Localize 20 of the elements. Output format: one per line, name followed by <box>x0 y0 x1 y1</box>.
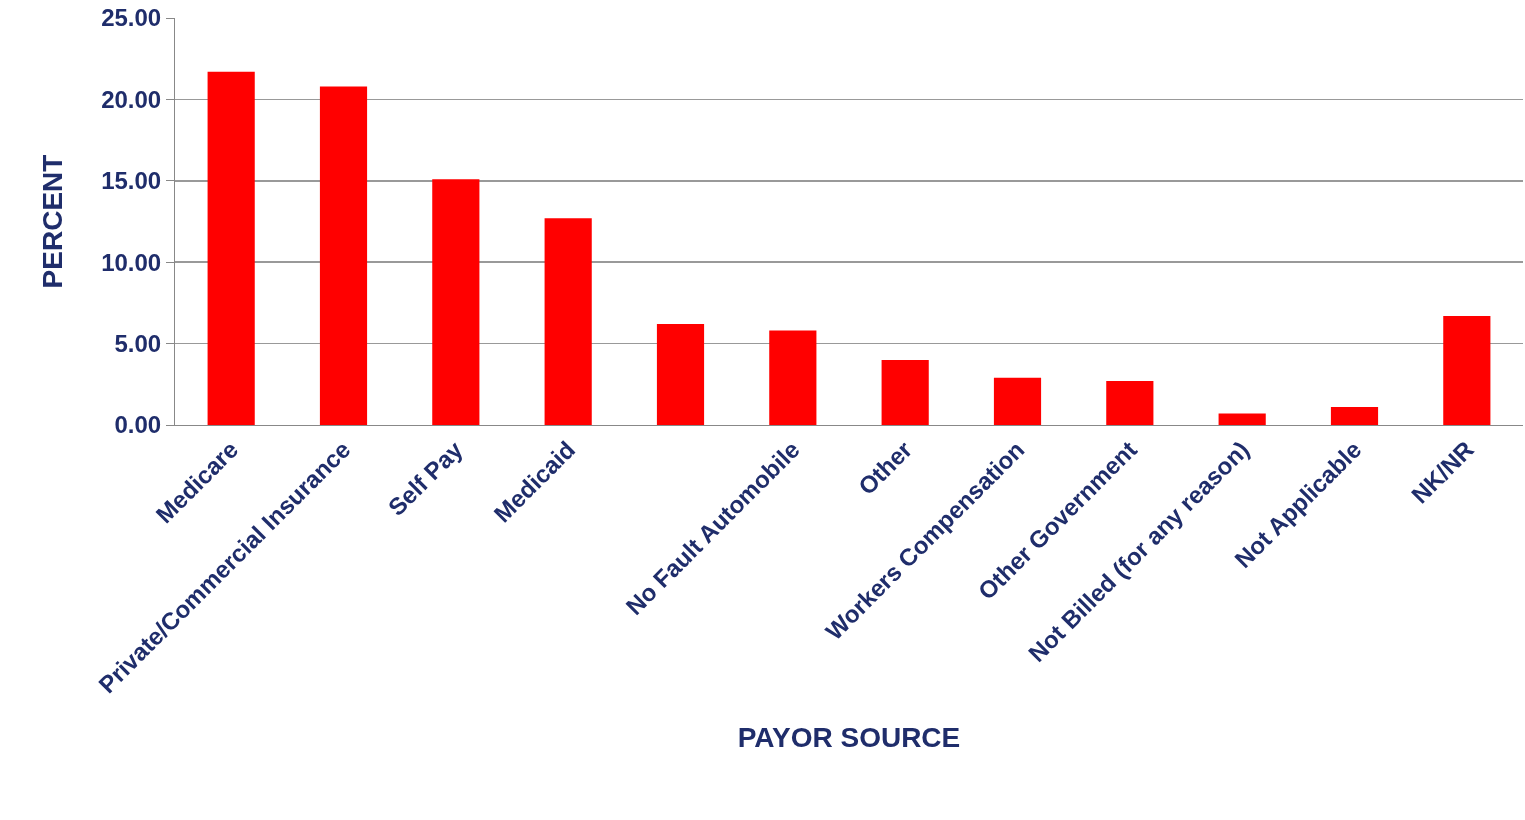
y-axis-title: PERCENT <box>36 154 68 289</box>
y-tick-label: 5.00 <box>114 330 162 357</box>
bar <box>993 377 1042 425</box>
bar <box>1443 315 1491 425</box>
bar <box>1106 381 1154 425</box>
y-tick-label: 25.00 <box>101 4 162 32</box>
bar <box>881 359 929 425</box>
bar <box>1218 413 1266 425</box>
bar <box>656 324 705 425</box>
y-tick-label: 0.00 <box>114 411 162 439</box>
bar <box>207 71 255 425</box>
y-tick-label: 15.00 <box>101 167 162 195</box>
bar <box>769 330 817 425</box>
bar <box>319 86 368 425</box>
bar <box>432 179 480 425</box>
y-tick-label: 20.00 <box>101 85 162 113</box>
y-tick-label: 10.00 <box>101 248 162 276</box>
x-axis-title: PAYOR SOURCE <box>737 722 961 754</box>
bar <box>544 218 592 425</box>
bar <box>1330 407 1379 425</box>
